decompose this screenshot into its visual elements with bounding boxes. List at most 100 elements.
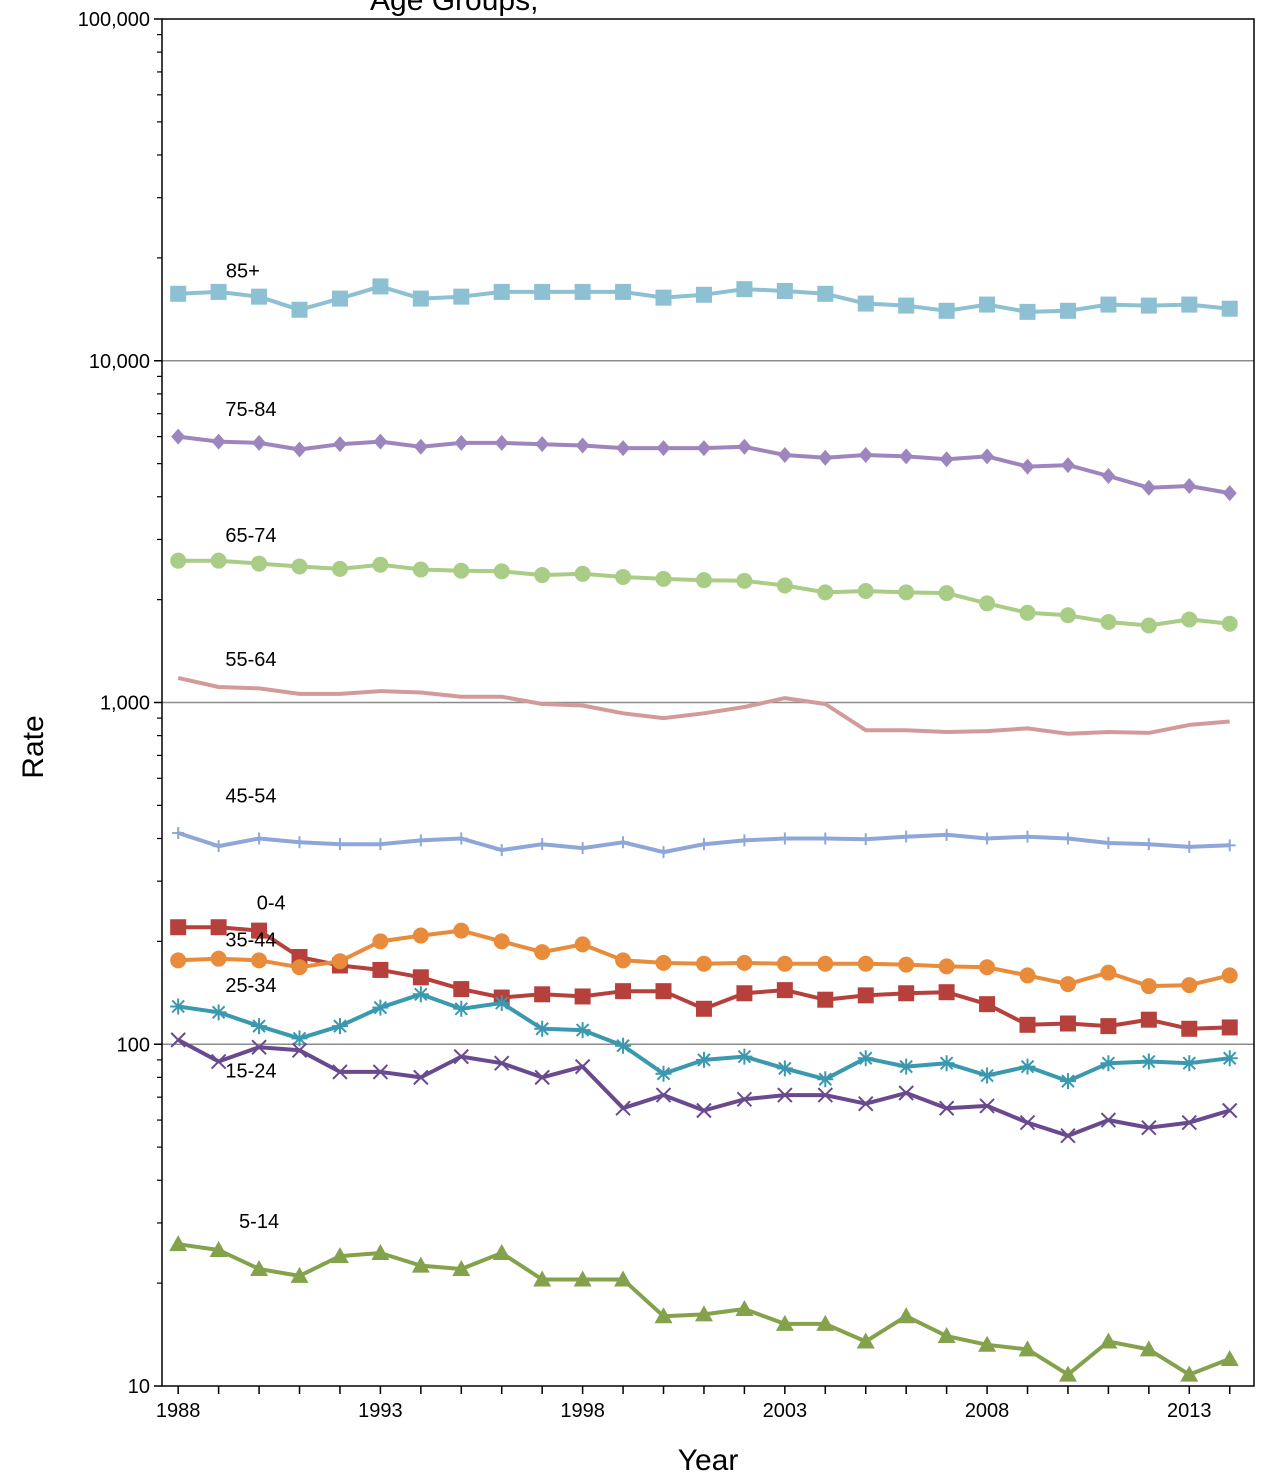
x-tick-label: 2008 <box>965 1400 1010 1422</box>
data-point <box>777 446 792 463</box>
data-point <box>615 1100 631 1116</box>
data-point <box>1221 967 1238 984</box>
series-0-4 <box>170 919 1238 1037</box>
data-point <box>494 434 509 451</box>
data-point <box>209 1241 228 1258</box>
data-point <box>331 953 348 970</box>
data-point <box>1100 614 1117 631</box>
x-tick-label: 1998 <box>560 1400 605 1422</box>
data-point <box>212 840 225 853</box>
data-point <box>898 584 915 601</box>
data-point <box>776 955 793 972</box>
data-point <box>654 1307 673 1324</box>
data-point <box>1059 607 1076 624</box>
data-point <box>1019 604 1036 621</box>
data-point <box>412 290 429 307</box>
data-point <box>574 988 591 1005</box>
data-point <box>170 998 187 1015</box>
data-point <box>1140 978 1157 995</box>
data-point <box>776 982 793 999</box>
data-point <box>453 922 470 939</box>
data-point <box>1181 296 1198 313</box>
data-point <box>1101 468 1116 485</box>
data-point <box>1021 830 1034 843</box>
data-point <box>655 570 672 587</box>
data-point <box>697 838 710 851</box>
data-point <box>493 563 510 580</box>
data-point <box>291 1042 308 1059</box>
series-label: 85+ <box>226 261 260 283</box>
y-tick-label: 100,000 <box>78 9 150 31</box>
data-point <box>452 1259 471 1276</box>
data-point <box>898 985 915 1002</box>
data-point <box>1019 1114 1036 1131</box>
data-point <box>857 295 874 312</box>
data-point <box>1182 478 1197 495</box>
data-point <box>694 1305 713 1322</box>
data-point <box>898 1058 915 1075</box>
data-point <box>655 1065 672 1082</box>
y-tick-label: 10,000 <box>89 351 150 373</box>
data-point <box>169 1235 188 1252</box>
data-point <box>775 1314 794 1331</box>
data-point <box>859 833 872 846</box>
data-point <box>1222 1102 1238 1119</box>
chart-title: Age Groups, <box>370 0 538 17</box>
data-point <box>251 952 268 969</box>
data-point <box>251 288 268 305</box>
data-point <box>979 1098 995 1114</box>
data-point <box>413 438 428 455</box>
data-point <box>1181 1020 1198 1037</box>
data-point <box>858 446 873 463</box>
data-point <box>414 834 427 847</box>
data-point <box>291 1030 308 1047</box>
data-point <box>372 999 389 1016</box>
data-point <box>736 985 753 1002</box>
data-point <box>776 1060 793 1077</box>
data-point <box>817 285 834 302</box>
data-point <box>493 283 510 300</box>
data-point <box>615 568 632 585</box>
data-point <box>979 959 996 976</box>
data-point <box>293 836 306 849</box>
data-point <box>411 1256 430 1273</box>
data-point <box>332 1064 348 1080</box>
data-point <box>290 1266 309 1283</box>
data-point <box>333 838 346 851</box>
data-point <box>938 585 955 602</box>
data-point <box>817 584 834 601</box>
data-point <box>695 1000 712 1017</box>
data-point <box>899 448 914 465</box>
data-point <box>1180 1365 1199 1382</box>
data-point <box>453 288 470 305</box>
data-point <box>1018 1340 1037 1357</box>
series-label: 0-4 <box>257 892 286 914</box>
data-point <box>695 286 712 303</box>
data-point <box>534 1020 551 1037</box>
data-point <box>371 1244 390 1261</box>
data-point <box>858 1095 874 1112</box>
series-35-44 <box>170 922 1238 995</box>
data-point <box>1223 839 1236 852</box>
data-point <box>1181 977 1198 994</box>
data-point <box>615 952 632 969</box>
data-point <box>252 434 267 451</box>
data-point <box>1059 1015 1076 1032</box>
data-point <box>251 555 268 572</box>
data-point <box>898 956 915 973</box>
data-point <box>1019 303 1036 320</box>
data-point <box>1100 296 1117 313</box>
data-point <box>412 561 429 578</box>
data-point <box>1060 457 1075 474</box>
data-point <box>938 984 955 1001</box>
data-point <box>1100 964 1117 981</box>
data-point <box>171 428 186 445</box>
x-tick-label: 2003 <box>763 1400 808 1422</box>
data-point <box>655 954 672 971</box>
data-point <box>534 567 551 584</box>
data-point <box>372 933 389 950</box>
series-label: 5-14 <box>239 1211 279 1233</box>
data-point <box>372 961 389 978</box>
data-point <box>1222 485 1237 502</box>
data-point <box>817 1087 833 1103</box>
